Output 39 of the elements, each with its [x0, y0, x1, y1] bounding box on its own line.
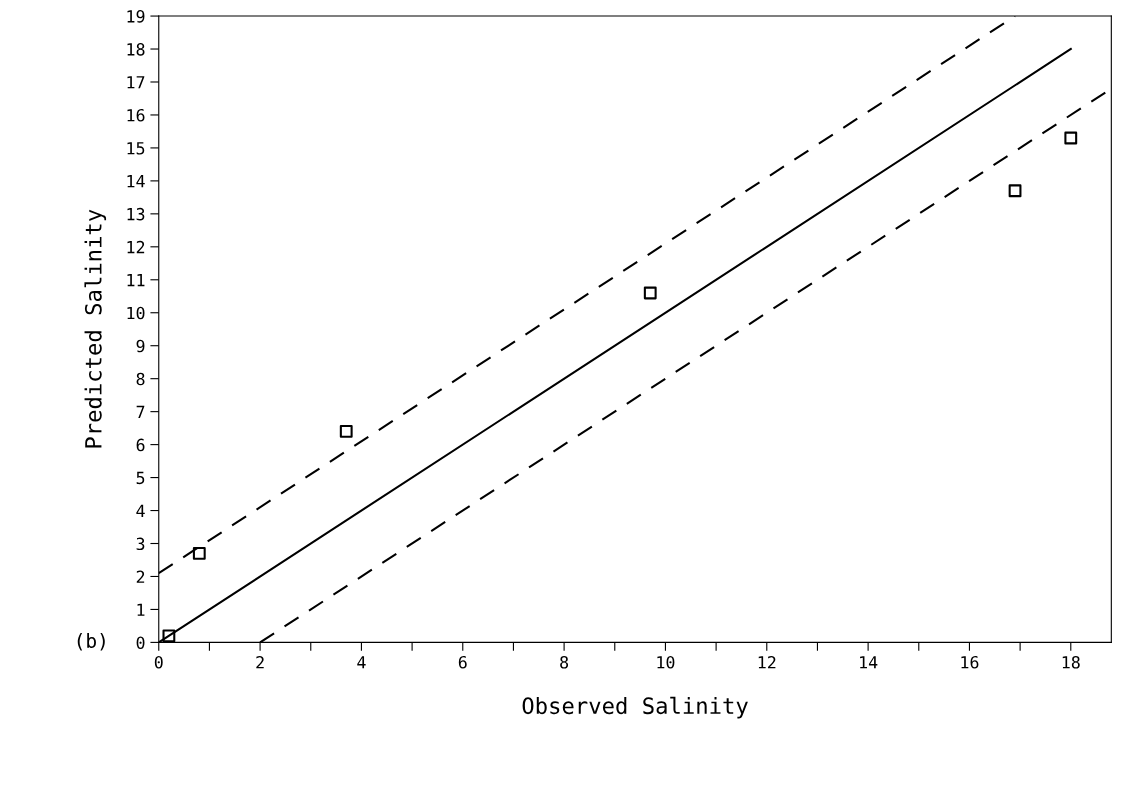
- y-tick-label: 12: [127, 240, 145, 254]
- point: [339, 425, 353, 438]
- y-tick-label: 1: [137, 603, 145, 616]
- y-tick-label: 7: [136, 405, 145, 419]
- point: [162, 629, 176, 643]
- x-tick-label: 0: [154, 655, 163, 669]
- text: (b): [77, 633, 105, 651]
- y-tick-label: 0: [136, 636, 145, 650]
- y-tick-label: 19: [127, 10, 145, 23]
- x-tick-label: 16: [961, 655, 979, 669]
- y-tick-label: 10: [127, 306, 145, 320]
- x-axis-title: Observed Salinity: [522, 696, 748, 719]
- x-tick-label: 12: [758, 655, 776, 669]
- y-tick-label: 4: [136, 504, 145, 517]
- y-tick-label: 3: [136, 537, 145, 551]
- y-tick-label: 15: [127, 142, 145, 155]
- point: [192, 546, 206, 560]
- x-tick-label: 10: [657, 655, 675, 669]
- point: [1064, 131, 1078, 145]
- y-tick-label: 14: [127, 175, 145, 188]
- point: [1008, 184, 1022, 198]
- y-tick-label: 13: [127, 207, 145, 221]
- y-tick-label: 2: [136, 570, 145, 583]
- x-tick-label: 4: [357, 656, 366, 669]
- x-tick-label: 18: [1062, 655, 1080, 669]
- x-tick-label: 14: [860, 656, 878, 669]
- y-tick-label: 8: [136, 372, 145, 386]
- y-tick-label: 5: [136, 471, 145, 485]
- y-tick-label: 18: [127, 43, 145, 56]
- x-tick-label: 2: [256, 655, 264, 669]
- y-tick-label: 17: [127, 76, 145, 89]
- x-tick-label: 6: [458, 655, 467, 669]
- x-tick-label: 8: [560, 655, 569, 669]
- y-tick-label: 16: [127, 108, 145, 122]
- y-tick-label: 6: [136, 438, 145, 452]
- y-tick-label: 9: [136, 339, 145, 353]
- y-axis-title: Predicted Salinity: [84, 209, 107, 448]
- point: [643, 286, 657, 300]
- y-tick-label: 11: [127, 274, 145, 287]
